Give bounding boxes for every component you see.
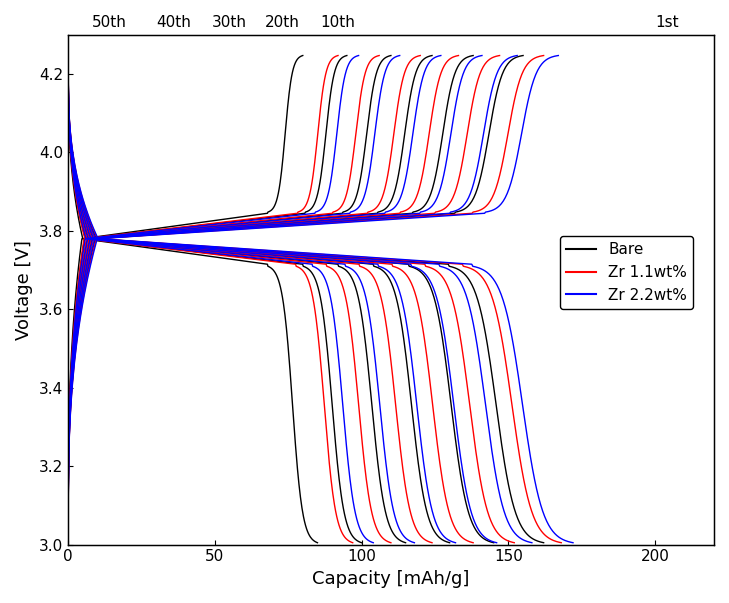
- Y-axis label: Voltage [V]: Voltage [V]: [15, 240, 33, 339]
- X-axis label: Capacity [mAh/g]: Capacity [mAh/g]: [312, 570, 469, 588]
- Legend: Bare, Zr 1.1wt%, Zr 2.2wt%: Bare, Zr 1.1wt%, Zr 2.2wt%: [560, 236, 693, 309]
